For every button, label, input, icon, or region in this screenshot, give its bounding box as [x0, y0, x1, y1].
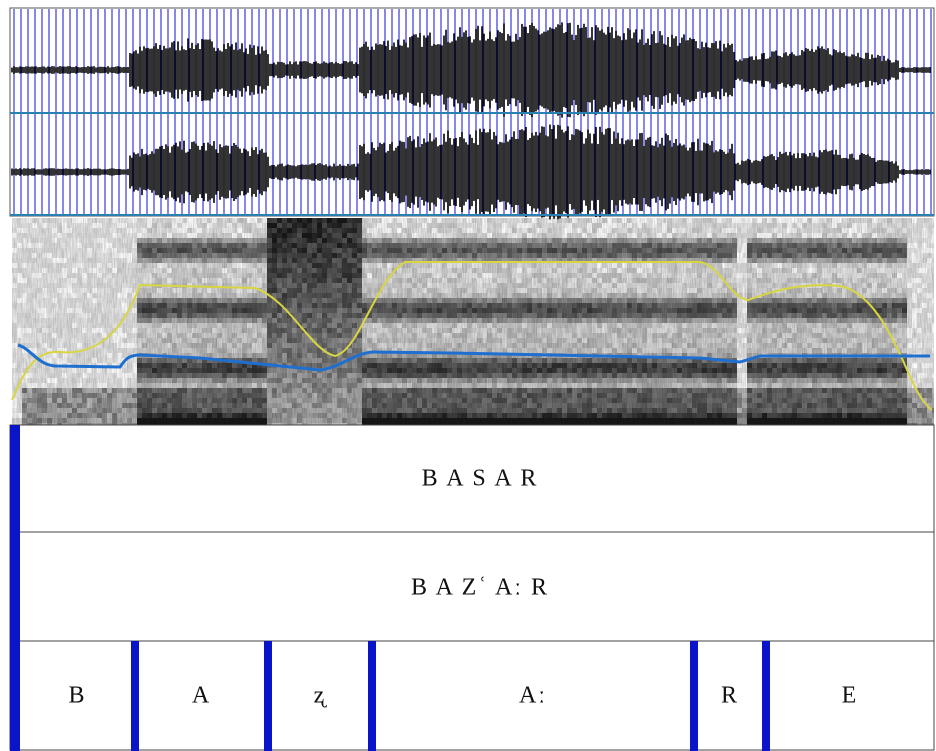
praat-view: B A S A R B A Zʿ Aː R BAʐAːRE — [0, 0, 936, 751]
